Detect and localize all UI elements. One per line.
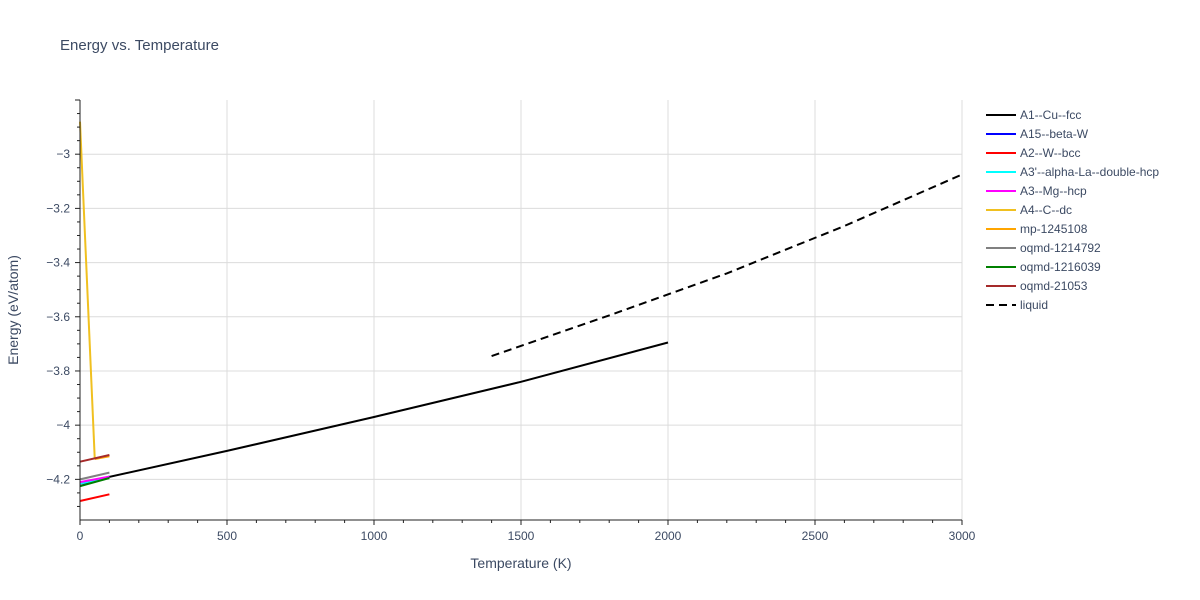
y-tick-label: −3	[56, 147, 70, 161]
legend-entry: A2--W--bcc	[1020, 146, 1080, 160]
legend-entry: mp-1245108	[1020, 222, 1088, 236]
x-tick-label: 500	[217, 529, 237, 543]
grid	[80, 100, 963, 520]
legend-entry: A15--beta-W	[1020, 127, 1089, 141]
x-tick-label: 2000	[655, 529, 682, 543]
series-line-oqmd-21053	[79, 454, 110, 463]
series-line-a3-mg-hcp	[79, 475, 110, 484]
axes: 0 500 1000 1500 2000 2500 3000 −4.2 −4 −3.8 −3.6 −3…	[46, 99, 976, 543]
legend-entry: A3'--alpha-La--double-hcp	[1020, 165, 1159, 179]
series-line-a1-cu-fcc	[79, 341, 669, 485]
legend-entry: oqmd-1214792	[1020, 241, 1101, 255]
y-axis-title: Energy (eV/atom)	[5, 255, 21, 365]
plot-area	[79, 121, 963, 502]
y-tick-label: −3.2	[46, 201, 70, 215]
y-tick-label: −4	[56, 418, 70, 432]
y-tick-label: −3.8	[46, 364, 70, 378]
legend-entry: A1--Cu--fcc	[1020, 108, 1081, 122]
x-tick-label: 3000	[949, 529, 976, 543]
legend-entry: A4--C--dc	[1020, 203, 1072, 217]
x-tick-label: 2500	[802, 529, 829, 543]
y-tick-label: −4.2	[46, 472, 70, 486]
x-axis-title: Temperature (K)	[470, 555, 571, 571]
series-line-a4-c-dc	[79, 121, 96, 458]
chart-title: Energy vs. Temperature	[60, 37, 219, 54]
y-tick-label: −3.6	[46, 310, 70, 324]
legend-entry: oqmd-21053	[1020, 279, 1088, 293]
x-tick-label: 0	[77, 529, 84, 543]
y-tick-label: −3.4	[46, 256, 70, 270]
legend-entry: A3--Mg--hcp	[1020, 184, 1087, 198]
legend-entry: liquid	[1020, 298, 1048, 312]
series-line-oqmd-1216039	[79, 477, 110, 488]
series-line-liquid	[491, 173, 963, 358]
x-tick-label: 1500	[508, 529, 535, 543]
legend-entry: oqmd-1216039	[1020, 260, 1101, 274]
series-line-oqmd-1214792	[79, 471, 110, 481]
x-tick-label: 1000	[361, 529, 388, 543]
legend[interactable]: A1--Cu--fcc A15--beta-W A2--W--bcc A3'--alp…	[986, 108, 1159, 312]
series-line-a2-w-bcc	[79, 493, 110, 502]
